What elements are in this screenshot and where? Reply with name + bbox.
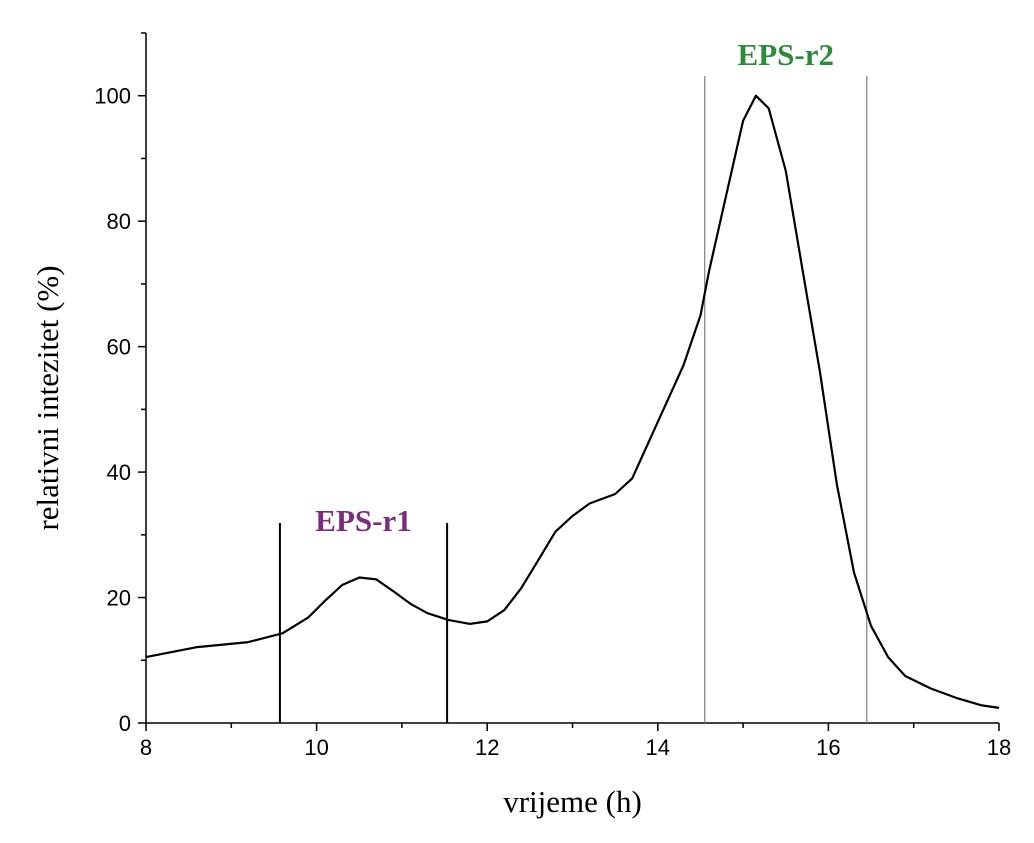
x-tick-label: 16 (816, 735, 840, 760)
x-tick-label: 8 (140, 735, 152, 760)
x-axis-title: vrijeme (h) (503, 784, 642, 819)
x-tick-label: 18 (987, 735, 1011, 760)
y-tick-label: 100 (94, 84, 131, 109)
y-tick-label: 0 (119, 711, 131, 736)
region-label: EPS-r2 (738, 37, 834, 72)
y-tick-label: 80 (107, 209, 131, 234)
plot-area: 8 10 12 14 16 18 0 20 40 60 80 100 EPS-r1 EPS-r2 (94, 32, 1011, 760)
region-label: EPS-r1 (315, 503, 411, 538)
y-tick-label: 20 (107, 586, 131, 611)
y-tick-label: 60 (107, 335, 131, 360)
y-tick-label: 40 (107, 460, 131, 485)
series-line (145, 94, 1000, 709)
x-tick-label: 12 (475, 735, 499, 760)
x-tick-label: 10 (304, 735, 328, 760)
y-axis-title: relativni intezitet (%) (30, 265, 65, 530)
x-tick-label: 14 (646, 735, 670, 760)
